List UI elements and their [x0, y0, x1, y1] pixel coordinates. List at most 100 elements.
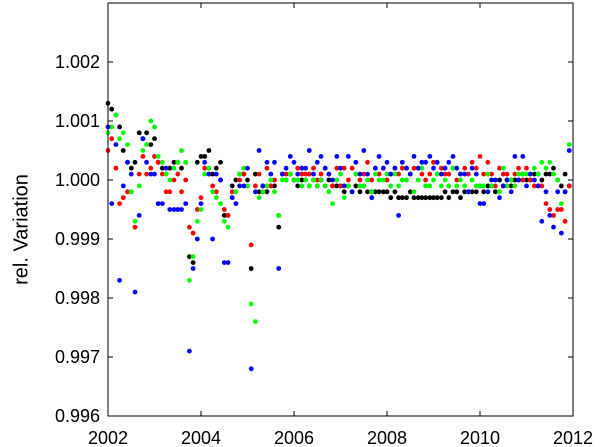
data-point: [306, 148, 312, 153]
data-point: [427, 183, 433, 189]
data-point: [446, 195, 452, 201]
data-point: [346, 183, 351, 189]
data-point: [311, 171, 316, 177]
data-point: [489, 171, 494, 177]
data-point: [559, 207, 564, 212]
data-point: [473, 189, 479, 195]
data-point: [524, 171, 529, 177]
data-point: [434, 195, 440, 201]
data-point: [539, 159, 545, 165]
data-point: [512, 171, 518, 177]
data-point: [221, 207, 227, 212]
data-point: [299, 183, 305, 189]
data-point: [210, 171, 216, 177]
data-point: [404, 195, 409, 201]
data-point: [268, 177, 274, 183]
data-point: [504, 177, 510, 183]
data-point: [450, 189, 456, 195]
data-point: [547, 207, 553, 212]
data-point: [148, 118, 154, 124]
data-point: [466, 171, 471, 177]
data-point: [132, 289, 138, 295]
data-point: [396, 183, 401, 189]
data-point: [547, 213, 553, 218]
data-point: [306, 183, 312, 189]
y-tick-label: 0.999: [55, 229, 100, 249]
data-point: [194, 207, 200, 212]
data-point: [365, 189, 370, 195]
data-point: [338, 183, 343, 189]
data-point: [299, 177, 305, 183]
data-point: [283, 165, 289, 171]
data-point: [481, 171, 487, 177]
data-point: [175, 171, 181, 177]
data-point: [152, 124, 157, 130]
data-point: [524, 177, 529, 183]
data-point: [109, 124, 115, 130]
data-point: [524, 165, 529, 171]
data-point: [253, 319, 258, 324]
data-point: [407, 189, 413, 195]
data-point: [229, 183, 235, 189]
data-point: [160, 159, 165, 165]
data-point: [442, 189, 448, 195]
data-point: [318, 171, 324, 177]
data-point: [167, 189, 173, 195]
data-point: [206, 148, 212, 153]
data-point: [334, 165, 340, 171]
data-point: [454, 165, 460, 171]
data-point: [469, 189, 475, 195]
data-point: [497, 165, 502, 171]
data-point: [365, 177, 370, 183]
data-point: [248, 301, 254, 307]
data-point: [248, 242, 254, 248]
y-axis: 0.996 0.997 0.998 0.999 1.000 1.001 1.002: [55, 52, 573, 426]
data-point: [543, 201, 549, 207]
data-point: [171, 159, 177, 165]
data-point: [477, 201, 483, 207]
data-point: [516, 177, 521, 183]
data-point: [117, 124, 122, 130]
data-point: [144, 171, 150, 177]
x-axis: 2002 2004 2006 2008 2010 2012: [88, 3, 593, 447]
data-point: [539, 218, 545, 224]
data-point: [322, 165, 328, 171]
data-point: [462, 189, 468, 195]
data-point: [500, 183, 506, 189]
data-point: [237, 171, 243, 177]
data-point: [349, 189, 355, 195]
data-point: [442, 177, 448, 183]
data-point: [272, 183, 277, 189]
data-point: [434, 159, 440, 165]
data-point: [276, 213, 282, 218]
data-point: [264, 183, 270, 189]
data-point: [198, 195, 204, 201]
data-point: [140, 148, 146, 153]
data-point: [431, 165, 436, 171]
data-point: [427, 171, 433, 177]
data-point: [512, 154, 518, 159]
data-point: [353, 183, 359, 189]
data-point: [399, 159, 405, 165]
data-point: [434, 171, 440, 177]
data-point: [175, 207, 181, 212]
data-point: [330, 183, 335, 189]
data-point: [264, 189, 270, 195]
data-point: [341, 183, 347, 189]
data-point: [109, 106, 115, 112]
data-point: [190, 230, 196, 236]
data-point: [171, 165, 177, 171]
data-point: [346, 177, 351, 183]
y-tick-label: 1.002: [55, 52, 100, 72]
data-point: [508, 189, 514, 195]
data-point: [535, 183, 541, 189]
data-point: [253, 171, 258, 177]
data-point: [334, 177, 340, 183]
data-point: [439, 171, 444, 177]
data-point: [473, 183, 479, 189]
data-point: [532, 171, 537, 177]
data-point: [504, 171, 510, 177]
data-point: [190, 266, 196, 271]
data-point: [213, 189, 219, 195]
data-point: [399, 195, 405, 201]
